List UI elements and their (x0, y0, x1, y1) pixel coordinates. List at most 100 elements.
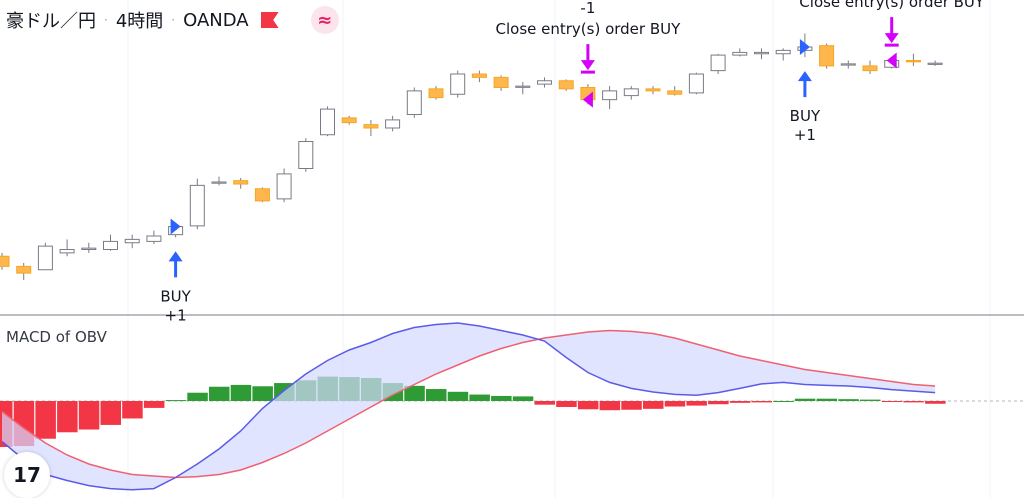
histogram-bar (469, 394, 490, 401)
exit-marker (582, 91, 593, 108)
price-candles (0, 33, 943, 280)
exit-marker (886, 52, 897, 69)
histogram-bar (881, 401, 903, 402)
histogram-bar (599, 401, 621, 411)
histogram-bar (838, 399, 859, 401)
histogram-bar (187, 392, 208, 401)
histogram-bar (447, 391, 469, 401)
candle-body (450, 73, 466, 95)
tradingview-logo[interactable]: 17 (4, 452, 50, 498)
histogram-bar (773, 401, 794, 402)
histogram-bar (686, 401, 707, 406)
macd-line (1, 322, 936, 491)
signal-label: -1 (580, 0, 595, 17)
candle-body (558, 80, 574, 90)
indicator-title[interactable]: MACD of OBV (6, 328, 107, 346)
histogram-bar (122, 401, 143, 419)
histogram-bar (860, 399, 881, 401)
symbol-header[interactable]: 豪ドル／円 · 4時間 · OANDA ≈ (6, 6, 339, 34)
histogram-bar (556, 401, 577, 407)
histogram-bar (404, 385, 425, 401)
candle-body (819, 45, 835, 67)
candle-body (103, 240, 118, 250)
candle-body (732, 51, 748, 56)
histogram-bar (209, 386, 230, 401)
candle-body (124, 238, 140, 244)
candle-body (59, 249, 75, 254)
histogram-bar (577, 401, 599, 410)
buy-arrow-icon (797, 71, 812, 82)
candle-body (320, 108, 335, 136)
symbol-name[interactable]: 豪ドル／円 (6, 11, 96, 32)
histogram-bar (491, 395, 512, 401)
exchange-label: OANDA (183, 9, 249, 31)
signal-label: BUY (160, 287, 191, 305)
histogram-bar (729, 401, 751, 403)
candle-body (16, 265, 32, 274)
signal-label: Close entry(s) order BUY (496, 20, 682, 38)
entry-marker (170, 218, 181, 235)
candle-body (428, 88, 444, 99)
candle-body (254, 188, 270, 202)
histogram-bar (708, 401, 729, 405)
histogram-bar (165, 400, 187, 402)
signal-line (1, 329, 936, 479)
entry-marker (799, 39, 810, 55)
approx-wave-icon[interactable]: ≈ (310, 6, 339, 34)
macd-fill-area (2, 323, 936, 490)
timeframe-label[interactable]: 4時間 (115, 11, 164, 32)
histogram-bar (534, 401, 555, 405)
candle-body (471, 73, 487, 78)
candle-body (840, 63, 856, 66)
histogram-bar (664, 401, 686, 407)
histogram-bar (794, 398, 816, 401)
histogram-bar (903, 401, 924, 403)
candle-body (754, 51, 769, 55)
histogram-bar (621, 401, 642, 410)
candle-body (385, 119, 401, 129)
signal-label: +1 (794, 126, 816, 144)
candle-body (211, 181, 227, 184)
candle-body (645, 88, 661, 92)
signal-label: Close entry(s) order BUY (799, 0, 985, 11)
histogram-bar (100, 401, 121, 425)
histogram-bar (35, 401, 56, 439)
signal-label: +1 (165, 306, 187, 324)
histogram-bar (643, 401, 664, 409)
macd-histogram (0, 376, 946, 447)
candle-body (276, 173, 292, 200)
histogram-bar (252, 386, 273, 401)
candle-body (602, 90, 618, 101)
candle-body (905, 60, 921, 63)
histogram-bar (816, 398, 838, 401)
candle-body (515, 85, 531, 88)
exit-arrow-icon (884, 33, 899, 44)
exit-arrow-icon (580, 60, 595, 71)
candle-body (0, 255, 10, 267)
candle-body (493, 76, 509, 88)
candle-body (862, 65, 878, 72)
histogram-bar (78, 401, 100, 430)
candle-body (298, 141, 314, 169)
candle-body (688, 73, 704, 94)
candle-body (667, 90, 683, 95)
histogram-bar (230, 384, 252, 401)
candle-body (775, 49, 791, 55)
signal-label: BUY (790, 107, 821, 125)
separator-dot: · (171, 13, 176, 27)
candle-body (81, 247, 97, 250)
candle-body (623, 88, 639, 97)
histogram-bar (751, 401, 772, 403)
red-flag-icon[interactable] (260, 12, 279, 28)
histogram-bar (512, 396, 534, 401)
candle-body (710, 54, 726, 72)
candle-body (146, 235, 162, 242)
histogram-bar (426, 389, 447, 401)
candle-body (341, 117, 357, 124)
candle-body (537, 80, 552, 85)
candle-body (233, 180, 249, 185)
histogram-bar (925, 401, 946, 404)
buy-arrow-icon (168, 251, 183, 262)
